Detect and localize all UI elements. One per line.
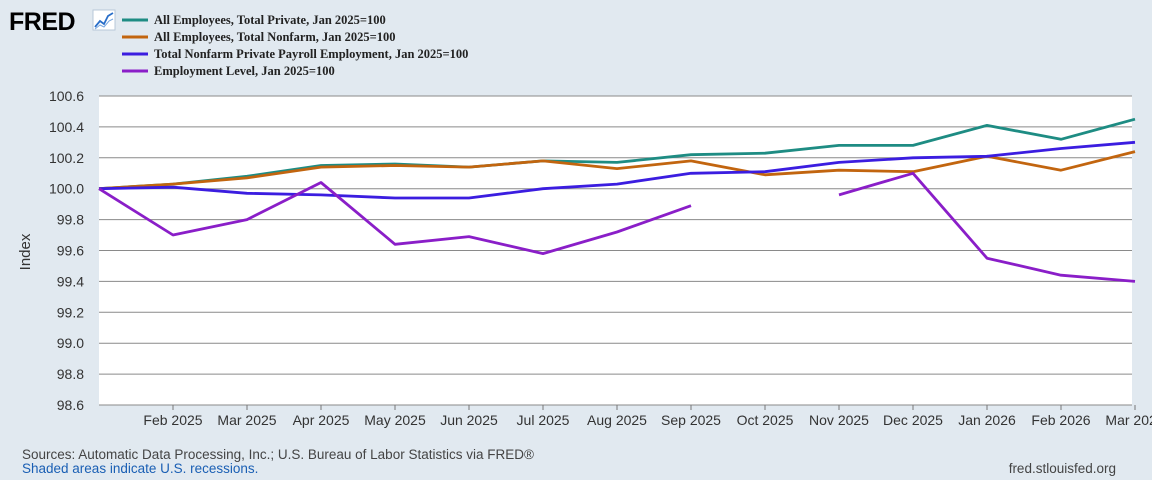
x-tick-label: Sep 2025 xyxy=(661,412,721,428)
series-line xyxy=(838,171,1136,283)
y-tick-label: 99.2 xyxy=(57,304,84,320)
series-line xyxy=(98,117,1136,191)
site-link[interactable]: fred.stlouisfed.org xyxy=(1008,461,1116,476)
series-3[interactable] xyxy=(98,140,1136,200)
fred-logo[interactable]: FRED xyxy=(9,8,116,36)
y-tick-label: 98.8 xyxy=(57,366,84,382)
x-tick-label: Dec 2025 xyxy=(883,412,943,428)
y-tick-label: 100.0 xyxy=(49,181,84,197)
x-tick-label: Aug 2025 xyxy=(587,412,647,428)
line-chart-icon xyxy=(92,9,116,31)
series-1[interactable] xyxy=(98,117,1136,191)
y-tick-label: 99.0 xyxy=(57,335,84,351)
y-tick-label: 100.2 xyxy=(49,150,84,166)
legend-label: All Employees, Total Private, Jan 2025=1… xyxy=(154,13,386,27)
x-tick-label: Jan 2026 xyxy=(958,412,1016,428)
legend: All Employees, Total Private, Jan 2025=1… xyxy=(122,13,468,78)
x-tick-label: Feb 2025 xyxy=(143,412,202,428)
x-tick-label: Oct 2025 xyxy=(737,412,794,428)
y-tick-label: 98.6 xyxy=(57,397,84,413)
brand-name: FRED xyxy=(9,8,75,36)
y-tick-label: 100.6 xyxy=(49,88,84,104)
legend-item[interactable]: All Employees, Total Nonfarm, Jan 2025=1… xyxy=(122,30,396,44)
x-tick-label: Jun 2025 xyxy=(440,412,498,428)
y-axis-title: Index xyxy=(17,233,34,270)
y-tick-label: 99.4 xyxy=(57,273,84,289)
legend-item[interactable]: Employment Level, Jan 2025=100 xyxy=(122,64,335,78)
x-axis: Feb 2025 Mar 2025 Apr 2025 May 2025 Jun 2025… xyxy=(143,405,1152,428)
series-2[interactable] xyxy=(98,150,1136,191)
legend-item[interactable]: Total Nonfarm Private Payroll Employment… xyxy=(122,47,468,61)
legend-item[interactable]: All Employees, Total Private, Jan 2025=1… xyxy=(122,13,386,27)
source-note: Sources: Automatic Data Processing, Inc.… xyxy=(22,447,534,462)
x-tick-label: May 2025 xyxy=(364,412,426,428)
legend-label: Employment Level, Jan 2025=100 xyxy=(154,64,335,78)
y-tick-label: 99.8 xyxy=(57,212,84,228)
series-line xyxy=(98,150,1136,191)
x-tick-label: Mar 2026 xyxy=(1105,412,1152,428)
y-tick-label: 99.6 xyxy=(57,243,84,259)
series-line xyxy=(98,181,692,256)
series-lines xyxy=(98,117,1136,283)
x-tick-label: Feb 2026 xyxy=(1031,412,1090,428)
gridlines xyxy=(99,95,1132,406)
legend-label: Total Nonfarm Private Payroll Employment… xyxy=(154,47,468,61)
y-axis: 98.6 98.8 99.0 99.2 99.4 99.6 99.8 100.0 100.2 10… xyxy=(49,88,84,413)
x-tick-label: Apr 2025 xyxy=(293,412,350,428)
series-line xyxy=(98,140,1136,200)
series-4[interactable] xyxy=(98,171,1136,283)
x-tick-label: Mar 2025 xyxy=(217,412,276,428)
x-tick-label: Nov 2025 xyxy=(809,412,869,428)
chart: FRED All Employees, Total Private, Jan 2… xyxy=(9,8,1152,428)
y-tick-label: 100.4 xyxy=(49,119,84,135)
recession-note[interactable]: Shaded areas indicate U.S. recessions. xyxy=(22,461,259,476)
legend-label: All Employees, Total Nonfarm, Jan 2025=1… xyxy=(154,30,396,44)
x-tick-label: Jul 2025 xyxy=(517,412,570,428)
